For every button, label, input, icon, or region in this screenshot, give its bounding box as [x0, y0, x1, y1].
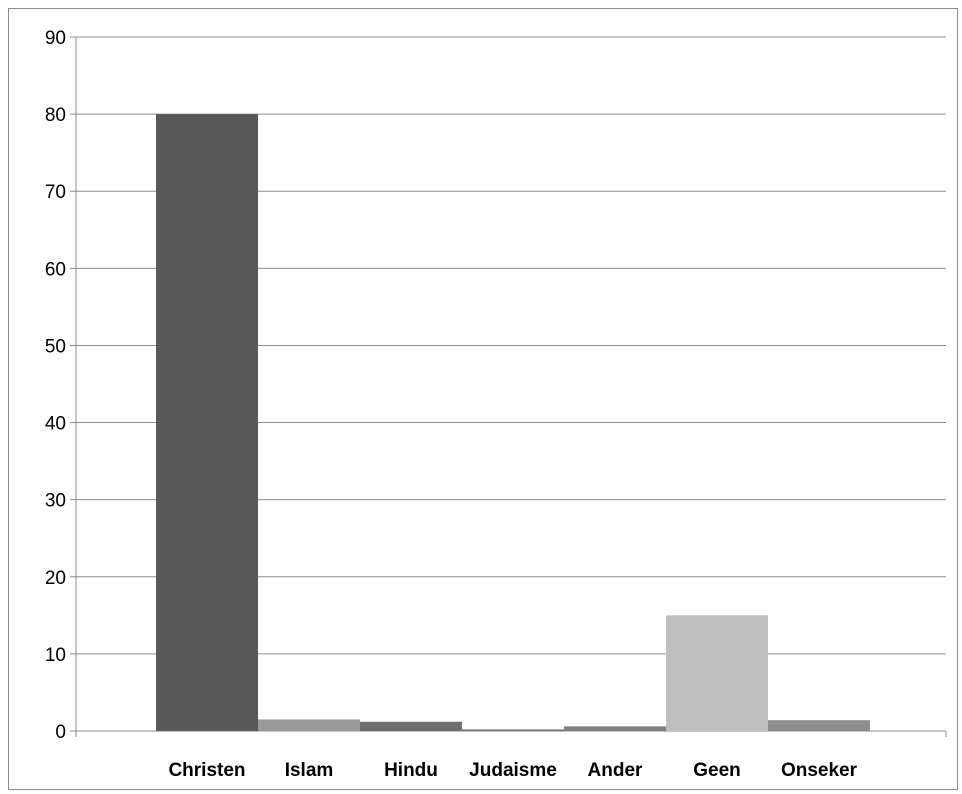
y-tick-label: 0	[55, 722, 66, 743]
y-tick-label: 20	[45, 568, 66, 589]
x-category-label: Onseker	[781, 760, 858, 781]
y-tick-label: 50	[45, 336, 66, 357]
x-category-label: Ander	[588, 760, 644, 781]
bar-islam	[258, 719, 360, 731]
bar-ander	[564, 726, 666, 731]
y-tick-label: 30	[45, 491, 66, 512]
x-category-label: Christen	[168, 760, 245, 781]
x-category-label: Hindu	[384, 760, 438, 781]
y-tick-label: 40	[45, 414, 66, 435]
y-tick-label: 70	[45, 182, 66, 203]
x-category-label: Geen	[693, 760, 741, 781]
y-tick-label: 10	[45, 645, 66, 666]
x-category-label: Judaisme	[469, 760, 557, 781]
bar-hindu	[360, 721, 462, 731]
bar-christen	[156, 114, 258, 732]
y-tick-label: 90	[45, 28, 66, 49]
bar-judaisme	[462, 729, 564, 731]
y-tick-label: 60	[45, 259, 66, 280]
x-category-label: Islam	[285, 760, 334, 781]
y-tick-label: 80	[45, 105, 66, 126]
bar-geen	[666, 615, 768, 731]
bar-onseker	[768, 720, 870, 731]
